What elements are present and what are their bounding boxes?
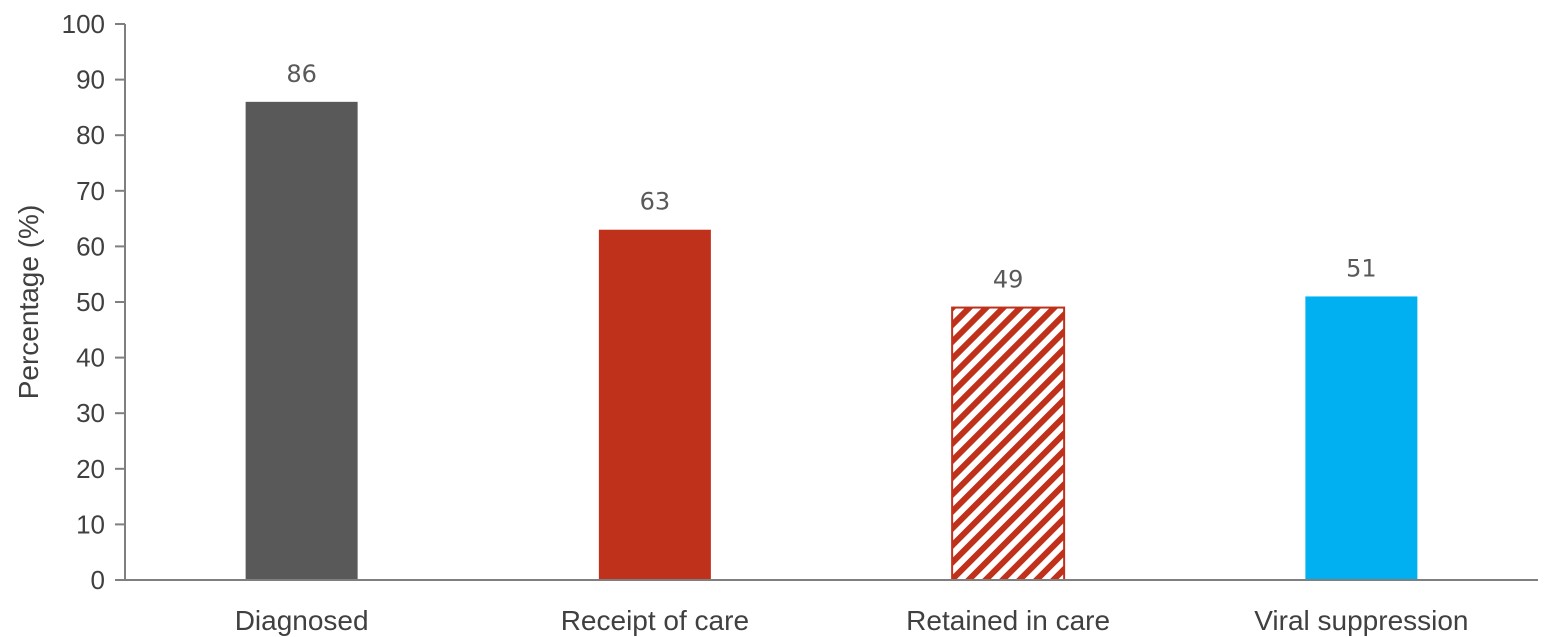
- x-axis-labels: Diagnosed Receipt of care Retained in care…: [235, 605, 1469, 636]
- y-tick-label: 20: [76, 454, 105, 484]
- bar: [245, 101, 358, 580]
- data-label: 51: [1346, 254, 1377, 282]
- data-label: 63: [640, 188, 671, 216]
- data-labels: 86 63 49 51: [286, 60, 1376, 294]
- data-label: 86: [286, 60, 317, 88]
- data-label: 49: [993, 266, 1024, 294]
- y-tick-label: 100: [62, 9, 105, 39]
- bar: [598, 229, 711, 580]
- y-axis-title: Percentage (%): [13, 205, 44, 400]
- bar: [1305, 296, 1418, 580]
- bars: [245, 101, 1418, 581]
- y-tick-label: 0: [91, 565, 105, 595]
- y-tick-label: 90: [76, 65, 105, 95]
- y-axis-ticks: 0 10 20 30 40 50 60 70 80 90 100: [62, 9, 125, 595]
- y-tick-label: 30: [76, 398, 105, 428]
- x-category-label: Diagnosed: [235, 605, 369, 636]
- y-tick-label: 80: [76, 120, 105, 150]
- x-category-label: Viral suppression: [1254, 605, 1468, 636]
- y-tick-label: 70: [76, 176, 105, 206]
- y-tick-label: 60: [76, 231, 105, 261]
- y-tick-label: 40: [76, 343, 105, 373]
- x-category-label: Receipt of care: [561, 605, 749, 636]
- y-tick-label: 50: [76, 287, 105, 317]
- x-category-label: Retained in care: [906, 605, 1110, 636]
- y-tick-label: 10: [76, 509, 105, 539]
- bar: [951, 306, 1066, 581]
